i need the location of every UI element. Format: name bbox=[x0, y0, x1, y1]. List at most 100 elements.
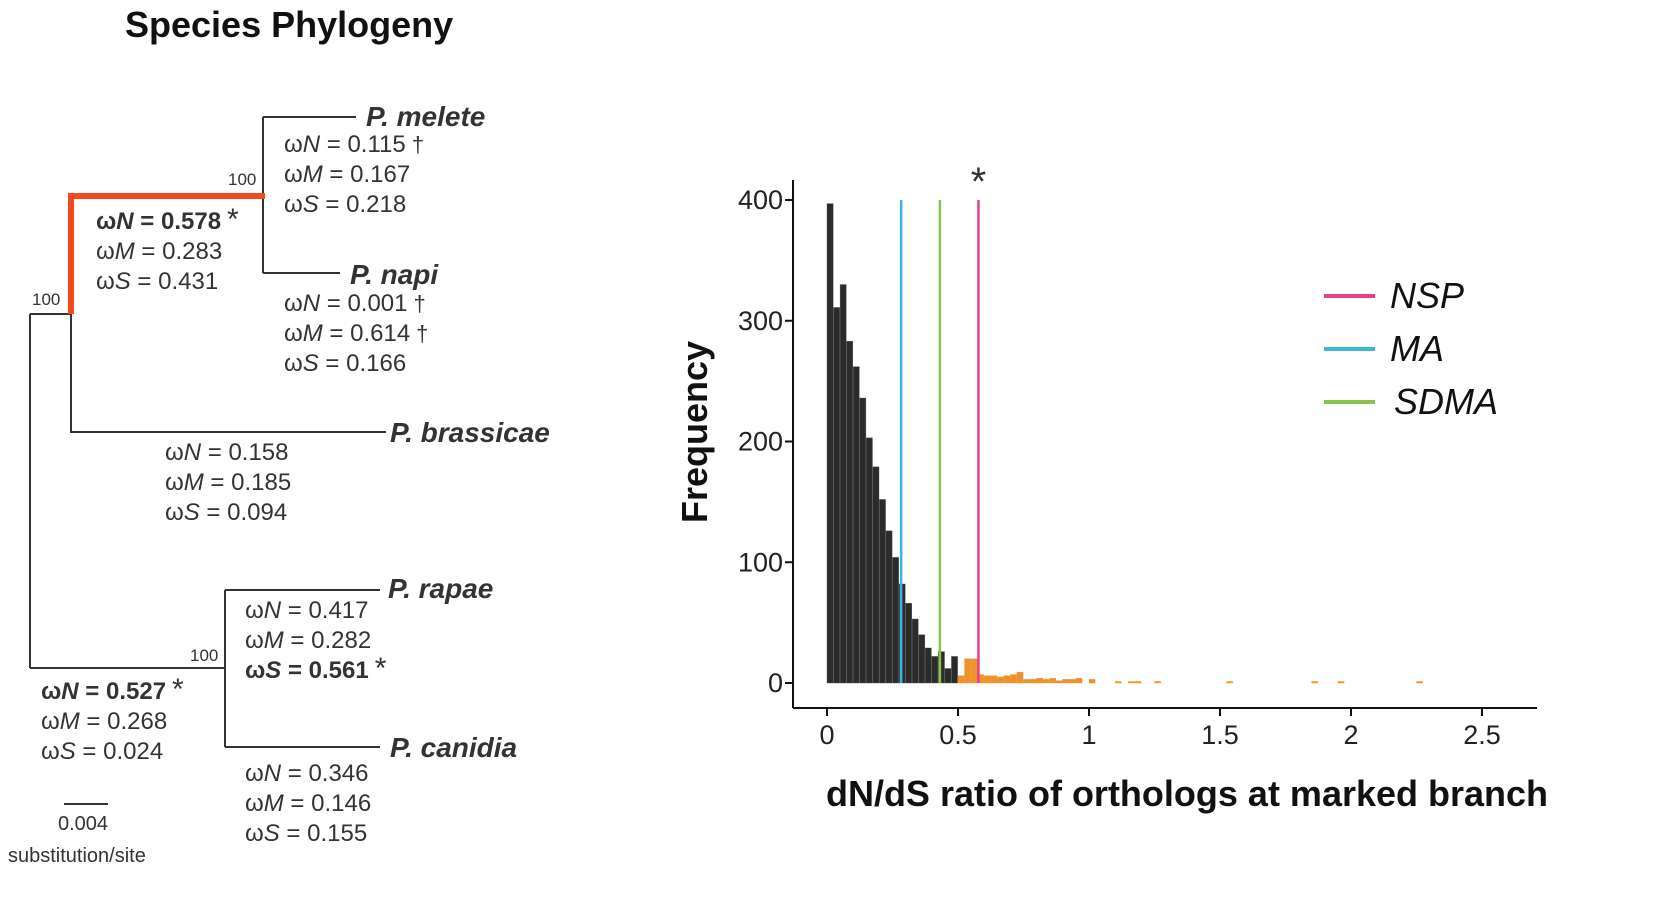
histogram-bar bbox=[957, 675, 965, 684]
scale-bar-unit: substitution/site bbox=[8, 845, 146, 867]
legend-label-nsp: NSP bbox=[1390, 275, 1464, 316]
omega-s-melete: ωS = 0.218 bbox=[284, 191, 406, 218]
histogram-bar bbox=[839, 284, 847, 684]
phylogeny-tree: 100 100 100 P. melete P. napi P. brassic… bbox=[8, 101, 550, 867]
histogram-bar bbox=[1075, 677, 1083, 684]
omega-n-marked: ωN = 0.578 * bbox=[96, 203, 239, 236]
omega-n-canidia: ωN = 0.346 bbox=[245, 760, 369, 787]
y-axis-title: Frequency bbox=[674, 341, 715, 523]
x-tick-label: 0 bbox=[819, 720, 834, 750]
histogram-bar bbox=[997, 676, 1004, 684]
y-ticks: 0 100 200 300 400 bbox=[738, 185, 793, 698]
histogram-bar bbox=[852, 366, 860, 684]
marked-branch-highlight bbox=[68, 193, 265, 314]
taxon-melete: P. melete bbox=[366, 101, 485, 132]
y-tick-label: 200 bbox=[738, 427, 783, 457]
y-tick-label: 300 bbox=[738, 306, 783, 336]
histogram-bar bbox=[905, 603, 912, 684]
x-tick-label: 0.5 bbox=[939, 720, 977, 750]
omega-n-brassicae: ωN = 0.158 bbox=[165, 439, 289, 466]
histogram-bar bbox=[925, 647, 932, 684]
taxon-canidia: P. canidia bbox=[390, 732, 517, 763]
histogram-bar bbox=[1049, 677, 1057, 684]
histogram-bar bbox=[1036, 677, 1043, 684]
x-axis-title: dN/dS ratio of orthologs at marked branc… bbox=[826, 773, 1548, 814]
figure-title: Species Phylogeny bbox=[125, 4, 454, 45]
taxon-brassicae: P. brassicae bbox=[390, 417, 550, 448]
histogram-bar bbox=[964, 658, 971, 684]
histogram-bar bbox=[859, 397, 867, 684]
histogram-bar bbox=[1128, 681, 1135, 684]
histogram-bar bbox=[1003, 675, 1011, 684]
chart-axes bbox=[792, 180, 1537, 709]
histogram-bar bbox=[1154, 681, 1161, 684]
bootstrap-rapae-canidia: 100 bbox=[190, 646, 218, 665]
histogram-bar bbox=[911, 618, 919, 684]
histogram-bar bbox=[846, 341, 853, 684]
taxon-rapae: P. rapae bbox=[388, 573, 493, 604]
histogram-bar bbox=[970, 658, 978, 684]
x-ticks: 0 0.5 1 1.5 2 2.5 bbox=[819, 708, 1501, 750]
histogram-bar bbox=[1337, 681, 1345, 684]
histogram-bar bbox=[866, 437, 873, 684]
legend-label-sdma: SDMA bbox=[1394, 381, 1498, 422]
scale-bar-value: 0.004 bbox=[58, 813, 108, 835]
omega-block-napi: ωN = 0.001 † ωM = 0.614 † ωS = 0.166 bbox=[284, 290, 428, 377]
omega-block-melete: ωN = 0.115 † ωM = 0.167 ωS = 0.218 bbox=[284, 131, 424, 218]
omega-s-marked: ωS = 0.431 bbox=[96, 268, 218, 295]
histogram-bar bbox=[1062, 679, 1070, 684]
histogram-bar bbox=[833, 307, 840, 684]
histogram-bar bbox=[984, 675, 991, 684]
omega-s-brassicae: ωS = 0.094 bbox=[165, 499, 287, 526]
histogram-bar bbox=[872, 466, 880, 684]
histogram-bar bbox=[892, 557, 899, 684]
histogram-bar bbox=[1042, 679, 1050, 684]
histogram-bar bbox=[1029, 679, 1037, 684]
y-tick-label: 0 bbox=[768, 668, 783, 698]
omega-n-rapae: ωN = 0.417 bbox=[245, 597, 369, 624]
omega-m-napi: ωM = 0.614 † bbox=[284, 320, 428, 347]
histogram-bar bbox=[1226, 681, 1233, 684]
histogram-bar bbox=[1016, 671, 1024, 684]
histogram-bar bbox=[1069, 679, 1076, 684]
omega-n-melete: ωN = 0.115 † bbox=[284, 131, 424, 158]
x-tick-label: 1 bbox=[1081, 720, 1096, 750]
branch-brassicae bbox=[70, 314, 386, 433]
histogram-chart: * 0 100 200 300 400 0 0.5 1 1.5 2 2.5 Frequency d… bbox=[674, 160, 1548, 814]
bootstrap-napi-brassicae: 100 bbox=[32, 290, 60, 309]
y-tick-label: 400 bbox=[738, 185, 783, 215]
x-tick-label: 2.5 bbox=[1463, 720, 1501, 750]
histogram-bar bbox=[879, 499, 886, 684]
histogram-bar bbox=[1088, 679, 1096, 684]
omega-m-brassicae: ωM = 0.185 bbox=[165, 469, 291, 496]
x-tick-label: 2 bbox=[1343, 720, 1358, 750]
omega-s-rapae: ωS = 0.561 * bbox=[245, 652, 387, 685]
omega-m-melete: ωM = 0.167 bbox=[284, 161, 410, 188]
omega-block-canidia: ωN = 0.346 ωM = 0.146 ωS = 0.155 bbox=[245, 760, 371, 847]
x-tick-label: 1.5 bbox=[1201, 720, 1239, 750]
omega-s-rapae-canidia-stem: ωS = 0.024 bbox=[41, 738, 163, 765]
histogram-bar bbox=[1056, 680, 1063, 684]
histogram-bar bbox=[1010, 674, 1017, 684]
legend-label-ma: MA bbox=[1390, 328, 1444, 369]
omega-n-rapae-canidia-stem: ωN = 0.527 * bbox=[41, 673, 184, 706]
omega-n-napi: ωN = 0.001 † bbox=[284, 290, 426, 317]
histogram-bar bbox=[885, 530, 893, 684]
omega-block-rapae-canidia-stem: ωN = 0.527 *ωM = 0.268 ωS = 0.024 bbox=[41, 673, 184, 765]
bootstrap-melete-napi: 100 bbox=[228, 170, 256, 189]
omega-s-napi: ωS = 0.166 bbox=[284, 350, 406, 377]
reference-line-marker-nsp: * bbox=[971, 160, 987, 204]
histogram-bar bbox=[918, 634, 926, 684]
histogram-bar bbox=[990, 675, 998, 684]
histogram-bar bbox=[1134, 681, 1142, 684]
chart-legend: NSP MA SDMA bbox=[1324, 275, 1498, 422]
taxon-napi: P. napi bbox=[350, 259, 439, 290]
omega-m-marked: ωM = 0.283 bbox=[96, 238, 222, 265]
histogram-bar bbox=[826, 203, 834, 684]
histogram-bar bbox=[1416, 681, 1423, 684]
omega-m-canidia: ωM = 0.146 bbox=[245, 790, 371, 817]
omega-s-canidia: ωS = 0.155 bbox=[245, 820, 367, 847]
histogram-bars bbox=[826, 203, 1423, 684]
